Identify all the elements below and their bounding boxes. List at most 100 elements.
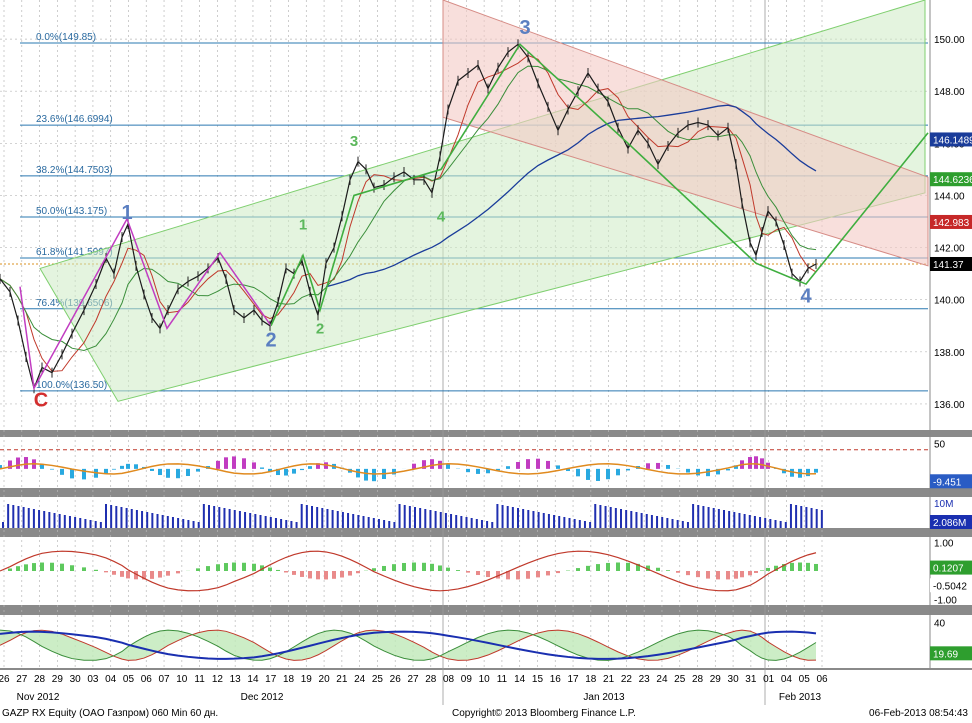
macd-hist-bar — [60, 563, 64, 571]
panel2-bar — [646, 463, 650, 469]
macd-hist-bar — [814, 563, 818, 571]
x-day-label: 27 — [407, 674, 419, 685]
macd-hist-bar — [686, 571, 690, 576]
panel2-bar — [134, 464, 138, 469]
volume-bar — [202, 504, 205, 528]
volume-bar — [347, 513, 350, 528]
volume-bar — [254, 514, 257, 528]
panel2-bar — [696, 468, 700, 476]
volume-bar — [470, 518, 473, 528]
macd-hist-bar — [734, 571, 738, 579]
volume-bar — [130, 509, 133, 528]
volume-bar — [789, 504, 792, 528]
volume-bar — [764, 518, 767, 528]
volume-bar — [12, 505, 15, 528]
volume-bar — [367, 517, 370, 528]
panel2-bar — [606, 468, 610, 480]
panel2-bar — [24, 457, 28, 469]
panel3-value-badge — [930, 515, 972, 529]
x-day-label: 03 — [87, 674, 99, 685]
x-month-label: Feb 2013 — [779, 692, 822, 703]
macd-hist-bar — [740, 571, 744, 578]
volume-bar — [22, 507, 25, 528]
volume-bar — [2, 522, 4, 528]
volume-bar — [444, 513, 447, 528]
fib-level-label: 100.0%(136.50) — [36, 380, 107, 391]
macd-hist-bar — [300, 571, 304, 577]
volume-bar — [609, 507, 612, 528]
volume-bar — [38, 510, 41, 528]
volume-bar — [63, 515, 66, 528]
volume-bar — [547, 514, 550, 528]
value-badge — [930, 256, 972, 271]
macd-line — [0, 550, 817, 592]
volume-bar — [259, 515, 262, 528]
volume-bar — [161, 515, 164, 528]
panel2-bar — [8, 460, 12, 469]
panel4-value-badge-2-text: -0.5042 — [933, 581, 967, 592]
x-day-label: 25 — [372, 674, 384, 685]
panel2-bar — [430, 459, 434, 469]
macd-hist-bar — [402, 562, 406, 571]
macd-hist-bar — [242, 562, 246, 571]
chart-canvas: 0.0%(149.85) 23.6%(146.6994) 38.2%(144.750… — [0, 0, 972, 705]
panel4-value-badge-1 — [930, 560, 972, 575]
volume-bar — [336, 511, 339, 528]
volume-bar — [759, 517, 762, 528]
volume-bar — [305, 505, 308, 528]
macd-hist-bar — [112, 571, 116, 575]
wave-label: 1 — [299, 216, 307, 233]
panel5-value-badge — [930, 646, 972, 661]
volume-bar — [166, 516, 169, 528]
volume-bar — [115, 506, 118, 528]
panel2-bar — [566, 468, 570, 472]
x-day-label: 30 — [728, 674, 740, 685]
volume-bar — [465, 517, 468, 528]
macd-hist-bar — [120, 571, 124, 577]
volume-bar — [32, 509, 35, 528]
x-day-label: 28 — [34, 674, 46, 685]
volume-bar — [625, 510, 628, 528]
adx-line — [0, 630, 817, 660]
volume-bar — [280, 519, 283, 528]
panel2-bar — [356, 468, 360, 478]
volume-bar — [563, 517, 566, 528]
volume-bar — [269, 517, 272, 528]
macd-hist-bar — [616, 562, 620, 571]
volume-bar — [135, 510, 138, 528]
footer-timestamp: 06-Feb-2013 08:54:43 — [869, 708, 968, 719]
panel2-bar — [526, 459, 530, 469]
macd-hist-bar — [412, 562, 416, 571]
x-day-label: 14 — [247, 674, 259, 685]
panel2-bar — [308, 466, 312, 469]
x-day-label: 18 — [283, 674, 295, 685]
x-day-label: 11 — [194, 674, 205, 685]
volume-bar — [738, 513, 741, 528]
macd-hist-bar — [252, 563, 256, 571]
macd-hist-bar — [798, 562, 802, 571]
volume-bar — [594, 504, 597, 528]
panel2-bar — [734, 465, 738, 469]
macd-hist-bar — [142, 571, 146, 580]
y-tick-label: 142.00 — [934, 244, 965, 255]
x-day-label: 24 — [354, 674, 366, 685]
volume-bar — [707, 507, 710, 528]
macd-hist-bar — [8, 568, 12, 571]
volume-bar — [697, 505, 700, 528]
x-day-label: 05 — [799, 674, 811, 685]
panel2-bar — [316, 463, 320, 469]
volume-bar — [316, 507, 319, 528]
x-day-label: 08 — [443, 674, 455, 685]
x-day-label: 11 — [497, 674, 508, 685]
volume-bar — [496, 504, 499, 528]
macd-hist-bar — [516, 571, 520, 580]
macd-hist-bar — [422, 562, 426, 571]
volume-bar — [125, 508, 128, 528]
panel2-signal-line — [0, 463, 817, 475]
panel2-bar — [16, 457, 20, 469]
volume-bar — [702, 506, 705, 528]
date-axis-border — [0, 668, 972, 670]
volume-bar — [110, 505, 113, 528]
panel2-bar — [716, 468, 720, 475]
x-day-label: 21 — [336, 674, 348, 685]
